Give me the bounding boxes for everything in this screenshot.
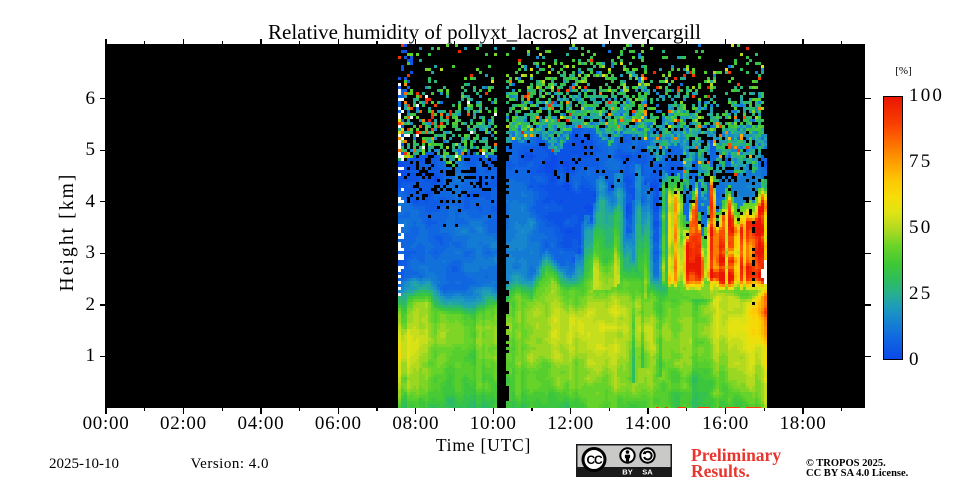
- svg-text:BY: BY: [622, 468, 632, 477]
- svg-text:SA: SA: [642, 468, 653, 477]
- svg-text:CC: CC: [587, 453, 603, 467]
